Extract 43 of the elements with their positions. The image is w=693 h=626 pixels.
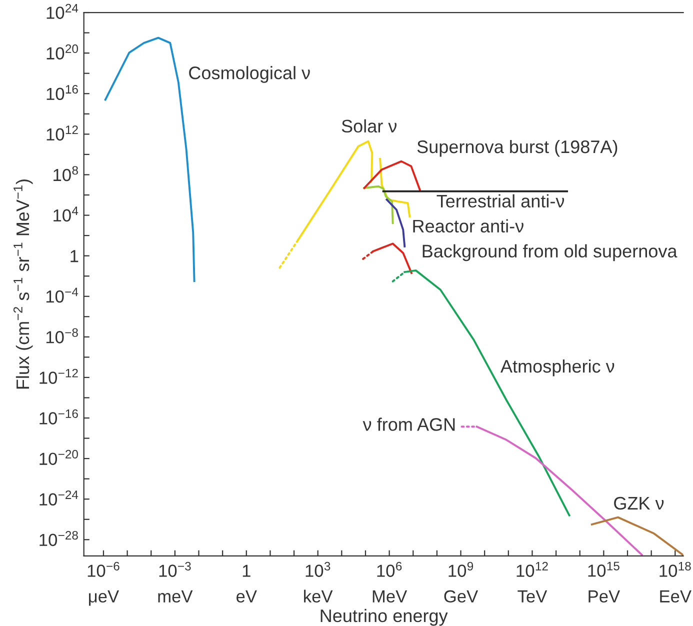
text: EeV (660, 590, 692, 603)
x-tick-label: 1 (242, 564, 250, 577)
y-tick-label: 10$^{24}$ (46, 4, 78, 19)
x-tick-label: 10$^{−3}$ (159, 562, 191, 577)
y-tick-label: 1 (70, 250, 78, 262)
annotation: GZK ν (614, 496, 664, 510)
annotation: Terrestrial anti-ν (436, 194, 564, 208)
annotation: Cosmological ν (189, 66, 310, 83)
annotation: Supernova burst (1987A) (417, 140, 618, 157)
y-tick-label: 10$^{16}$ (46, 84, 78, 100)
x-tick-label: 10$^{3}$ (306, 562, 330, 577)
y-tick-label: 10$^{20}$ (46, 44, 78, 60)
y-tick-label: 10$^{12}$ (46, 126, 78, 141)
annotation: Background from old supernova (422, 244, 678, 262)
text: eV (236, 590, 257, 603)
text: Flux (cm$^{−2}$ s$^{−1}$ sr$^{−1}$ MeV$^{−1}$) (13, 180, 33, 389)
text: meV (158, 590, 193, 603)
annotation: ν from AGN (362, 418, 455, 431)
y-tick-label: 10$^{−20}$ (40, 450, 78, 465)
x-tick-label: 10$^{18}$ (660, 562, 691, 577)
text: TeV (518, 590, 548, 603)
y-tick-label: 10$^{−8}$ (46, 328, 78, 344)
y-tick-label: 10$^{−4}$ (46, 288, 78, 303)
y-tick-label: 10$^{−28}$ (40, 531, 78, 546)
annotation: Solar ν (342, 119, 397, 133)
x-tick-label: 10$^{6}$ (377, 562, 402, 577)
y-tick-label: 10$^{4}$ (54, 206, 78, 222)
y-tick-label: 10$^{−16}$ (40, 409, 78, 424)
x-tick-label: 10$^{15}$ (588, 562, 620, 577)
x-tick-label: 10$^{12}$ (516, 562, 548, 577)
y-tick-label: 10$^{−12}$ (40, 368, 78, 384)
text: PeV (588, 590, 620, 603)
x-axis-title: Neutrino energy (320, 608, 448, 626)
annotation: Atmospheric ν (500, 359, 614, 376)
annotation: Reactor anti-ν (413, 219, 524, 233)
text: GeV (444, 590, 478, 603)
text: μeV (89, 590, 120, 606)
y-tick-label: 10$^{8}$ (54, 166, 78, 182)
text: MeV (372, 590, 408, 603)
text: keV (304, 590, 333, 603)
y-tick-label: 10$^{−24}$ (40, 490, 78, 506)
x-tick-label: 10$^{9}$ (448, 562, 474, 577)
x-tick-label: 10$^{−6}$ (88, 562, 120, 577)
